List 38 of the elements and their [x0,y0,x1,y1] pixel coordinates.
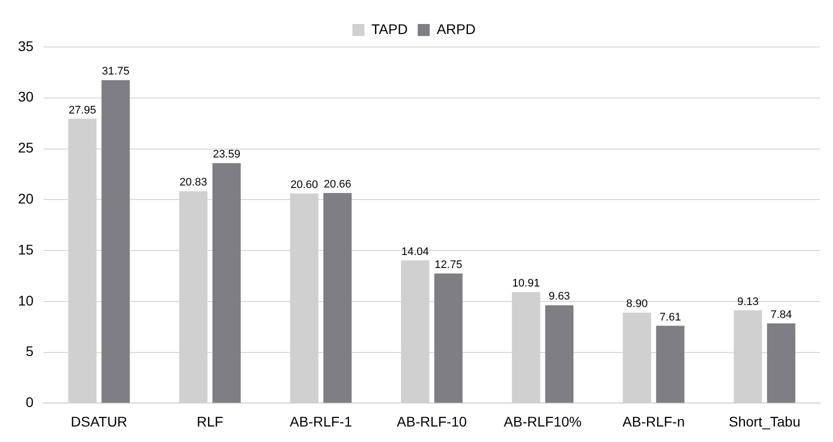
x-tick-label: AB-RLF10% [504,413,582,430]
data-label: 12.75 [434,258,462,271]
x-tick-label: DSATUR [70,413,128,430]
data-label: 20.66 [324,178,352,190]
legend-label: ARPD [436,20,476,37]
y-tick-label: 10 [18,292,34,308]
x-tick-label: AB-RLF-10 [396,413,468,430]
bar [545,305,574,403]
data-label: 31.75 [102,66,130,78]
data-label: 20.83 [180,176,208,189]
x-tick-label: AB-RLF-n [622,413,685,430]
bar [102,80,130,403]
data-label: 10.91 [512,278,540,290]
data-label: 7.84 [770,308,792,321]
bar [656,326,684,403]
y-tick-label: 15 [18,241,34,258]
data-label: 9.63 [548,290,570,303]
data-label: 27.95 [68,104,96,116]
data-label: 23.59 [212,148,240,161]
legend-label: TAPD [371,20,408,37]
y-tick-label: 20 [18,190,34,207]
x-tick-label: Short_Tabu [728,413,800,430]
bar [212,163,241,403]
x-tick-label: AB-RLF-1 [290,413,352,430]
y-tick-label: 35 [18,38,34,54]
bar [434,273,463,403]
x-tick-label: RLF [196,413,224,430]
y-tick-label: 0 [26,394,34,410]
y-tick-label: 5 [26,343,34,360]
data-label: 7.61 [660,311,681,324]
y-tick-label: 25 [18,140,34,156]
bar [767,323,796,403]
data-label: 9.13 [737,296,759,308]
data-label: 20.60 [290,179,318,192]
data-label: 14.04 [401,246,429,258]
bar [323,192,352,403]
data-label: 8.90 [626,298,648,310]
y-tick-label: 30 [18,88,34,105]
